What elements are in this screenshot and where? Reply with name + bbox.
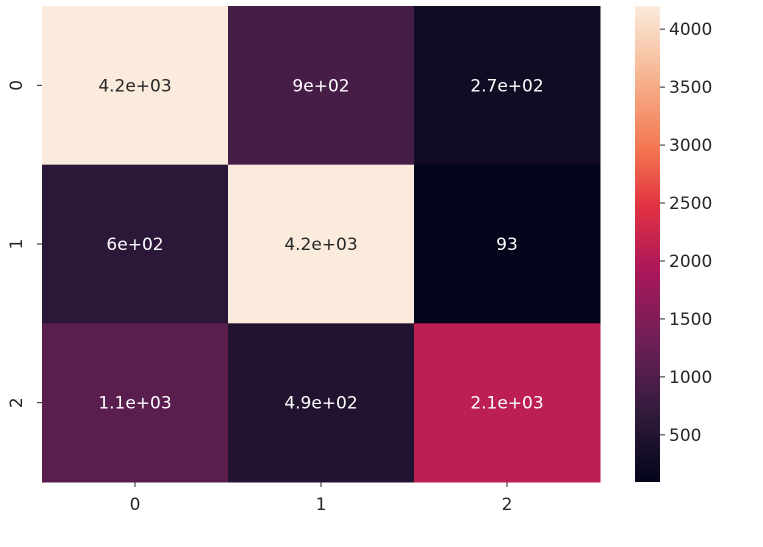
cell-annotation-r1-c0: 6e+02 <box>106 235 163 255</box>
colorbar <box>635 6 660 482</box>
cell-annotation-r0-c2: 2.7e+02 <box>470 76 543 96</box>
x-axis-ticks: 0 1 2 <box>130 482 513 515</box>
cell-annotation-r0-c1: 9e+02 <box>292 76 349 96</box>
heatmap-cell-r2-c1 <box>228 323 415 483</box>
x-tick-label-0: 0 <box>130 495 141 515</box>
colorbar-tick-label-5: 3000 <box>669 136 712 156</box>
x-tick-label-1: 1 <box>316 495 327 515</box>
cell-annotation-r2-c0: 1.1e+03 <box>98 394 171 414</box>
colorbar-tick-label-7: 4000 <box>669 20 712 40</box>
y-tick-label-0: 0 <box>7 80 27 91</box>
colorbar-tick-label-6: 3500 <box>669 78 712 98</box>
colorbar-tick-label-2: 1500 <box>669 310 712 330</box>
heatmap-cell-r1-c2 <box>414 164 601 324</box>
heatmap-cell-r0-c0 <box>42 6 229 166</box>
heatmap-cell-r0-c2 <box>414 6 601 166</box>
colorbar-tick-label-1: 1000 <box>669 368 712 388</box>
y-tick-label-1: 1 <box>7 239 27 250</box>
cell-annotation-r0-c0: 4.2e+03 <box>98 76 171 96</box>
colorbar-tick-label-4: 2500 <box>669 194 712 214</box>
heatmap-cell-r1-c0 <box>42 164 229 324</box>
heatmap-cells <box>42 6 601 483</box>
cell-annotation-r2-c2: 2.1e+03 <box>470 394 543 414</box>
cell-annotation-r2-c1: 4.9e+02 <box>284 394 357 414</box>
cell-annotation-r1-c2: 93 <box>496 235 518 255</box>
x-tick-label-2: 2 <box>502 495 513 515</box>
heatmap-cell-r0-c1 <box>228 6 415 166</box>
colorbar-tick-label-0: 500 <box>669 426 701 446</box>
colorbar-ticks: 500 1000 1500 2000 2500 3000 3500 4000 <box>660 20 712 446</box>
cell-annotation-r1-c1: 4.2e+03 <box>284 235 357 255</box>
y-axis-ticks: 0 1 2 <box>7 80 42 408</box>
colorbar-tick-label-3: 2000 <box>669 252 712 272</box>
y-tick-label-2: 2 <box>7 397 27 408</box>
heatmap-cell-r1-c1 <box>228 164 415 324</box>
heatmap-cell-labels: 4.2e+03 9e+02 2.7e+02 6e+02 4.2e+03 93 1.1e+03… <box>98 76 543 413</box>
heatmap-cell-r2-c0 <box>42 323 229 483</box>
heatmap-cell-r2-c2 <box>414 323 601 483</box>
